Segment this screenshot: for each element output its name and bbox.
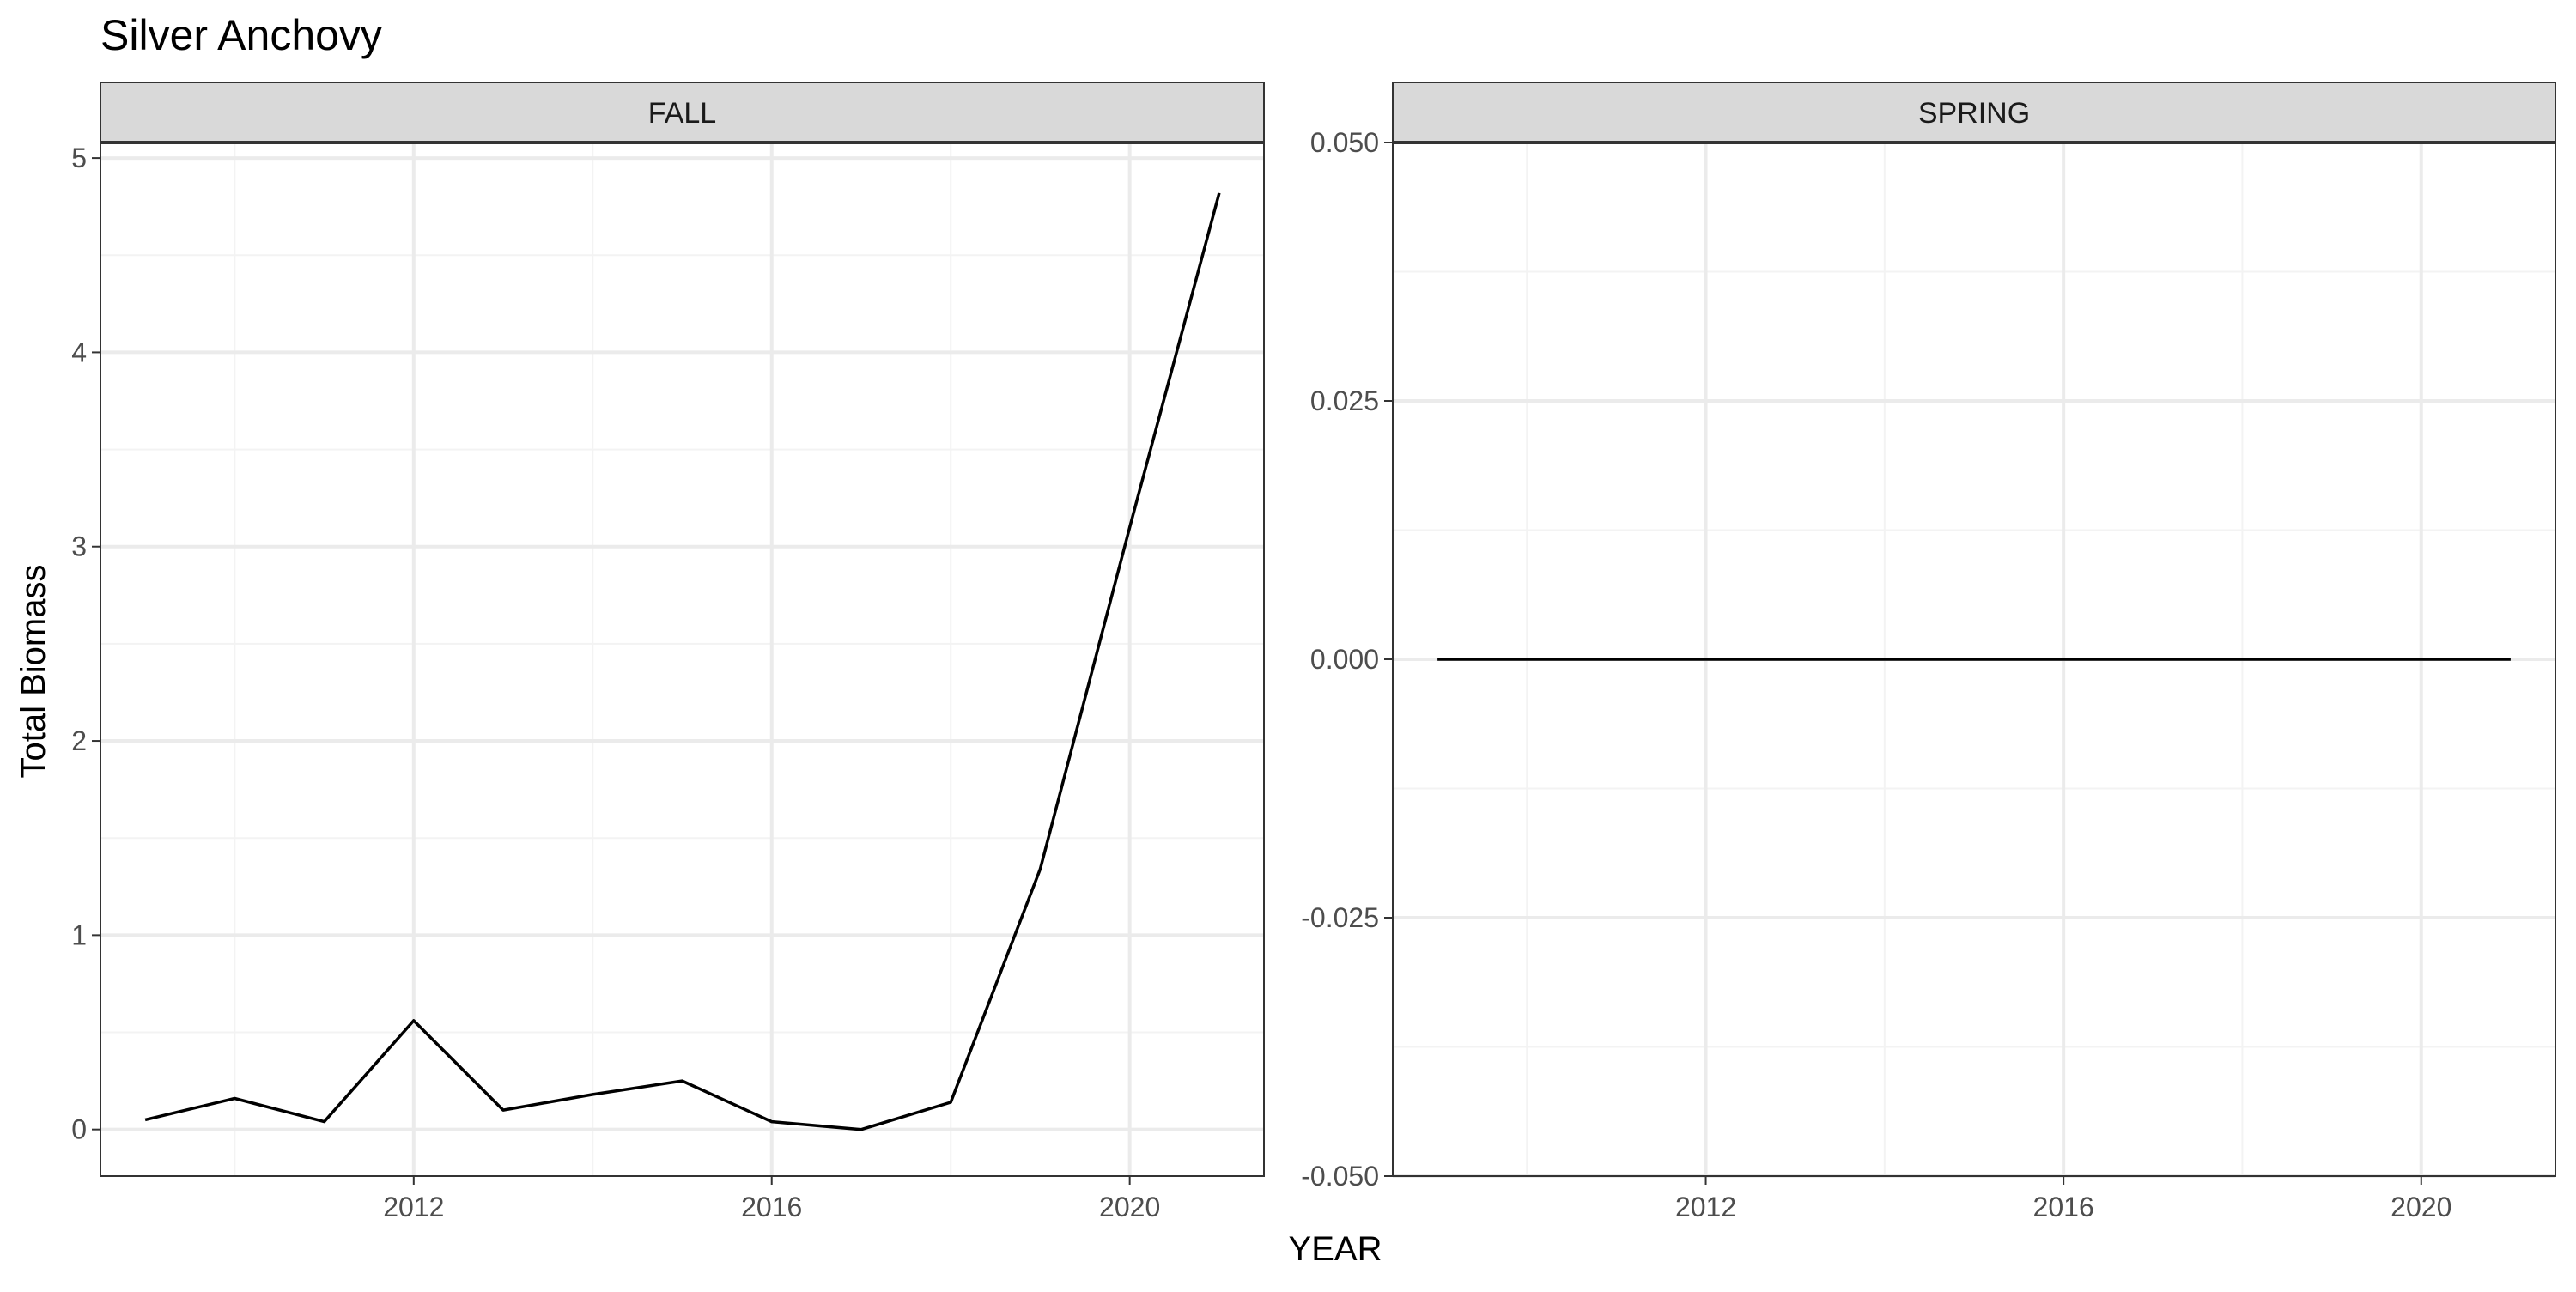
facet-strip-label: FALL [648,97,716,130]
x-tick-label: 2020 [2391,1192,2451,1222]
y-tick-label: 0.025 [1310,385,1379,416]
y-tick-label: 0.050 [1310,127,1379,158]
x-tick-label: 2016 [741,1192,802,1222]
y-tick-label: -0.025 [1301,902,1379,933]
y-tick-label: 2 [71,725,87,756]
facet-strip [100,82,1265,143]
y-tick-label: 5 [71,143,87,173]
facet-strip-label: SPRING [1918,97,2030,130]
x-tick-label: 2012 [1675,1192,1736,1222]
series-line [144,192,1221,1131]
facet-panels: FALL 2012 2016 2020 0 1 2 3 4 5 SPRING 2012 2016 2020… [71,82,2556,1222]
x-tick-label: 2020 [1099,1192,1160,1222]
y-tick-label: 3 [71,531,87,562]
y-axis-label: Total Biomass [15,565,52,779]
chart-title: Silver Anchovy [100,11,382,59]
y-tick-label: 0 [71,1114,87,1145]
y-tick-label: 1 [71,919,87,950]
x-tick-label: 2016 [2033,1192,2094,1222]
x-axis-label: YEAR [1289,1230,1382,1268]
panel-fall: FALL 2012 2016 2020 0 1 2 3 4 5 [71,82,1265,1222]
y-tick-label: 0.000 [1310,644,1379,675]
y-tick-label: 4 [71,337,87,367]
y-tick-label: -0.050 [1301,1161,1379,1192]
plot-background [100,143,1264,1176]
panel-spring: SPRING 2012 2016 2020 -0.050 -0.025 0.000 0.025… [1301,82,2556,1222]
x-tick-label: 2012 [383,1192,444,1222]
facet-strip [1392,82,2556,143]
